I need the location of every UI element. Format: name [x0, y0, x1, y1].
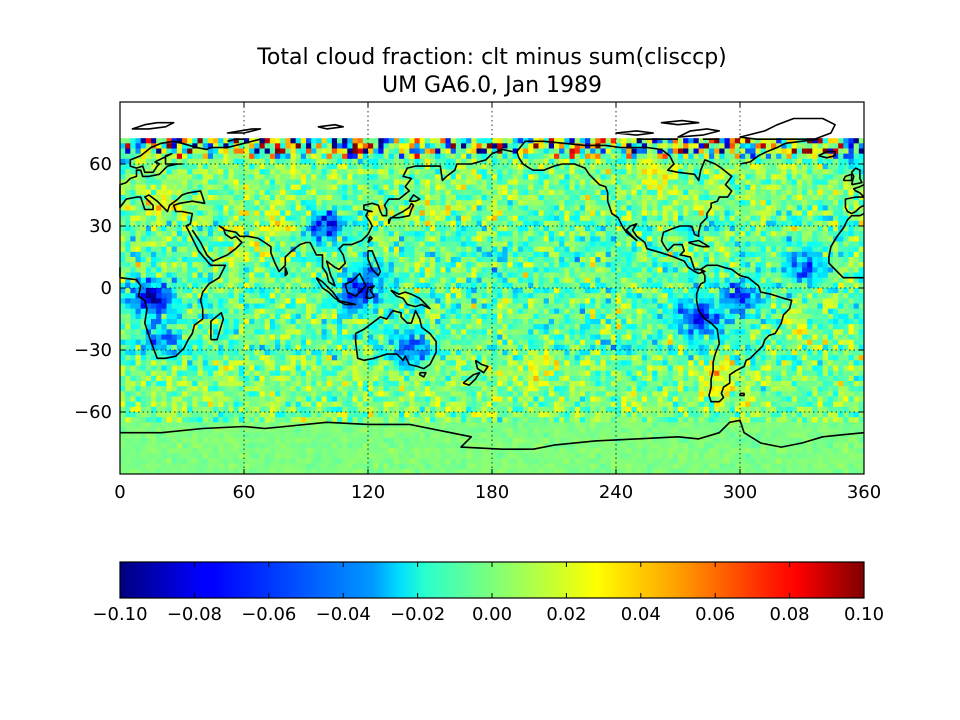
colorbar-tick-label: 0.10 [844, 604, 884, 625]
colorbar-tick-label: −0.10 [92, 604, 147, 625]
colorbar-tick-label: 0.00 [472, 604, 512, 625]
colorbar-gradient [120, 562, 864, 598]
colorbar-tick-label: −0.08 [167, 604, 222, 625]
colorbar-tick-label: −0.06 [241, 604, 296, 625]
colorbar-tick-label: 0.02 [546, 604, 586, 625]
colorbar-tick-label: 0.04 [621, 604, 661, 625]
colorbar-tick-label: −0.04 [316, 604, 371, 625]
colorbar-tick-label: 0.08 [770, 604, 810, 625]
colorbar-tick-label: −0.02 [390, 604, 445, 625]
colorbar-tick-label: 0.06 [695, 604, 735, 625]
